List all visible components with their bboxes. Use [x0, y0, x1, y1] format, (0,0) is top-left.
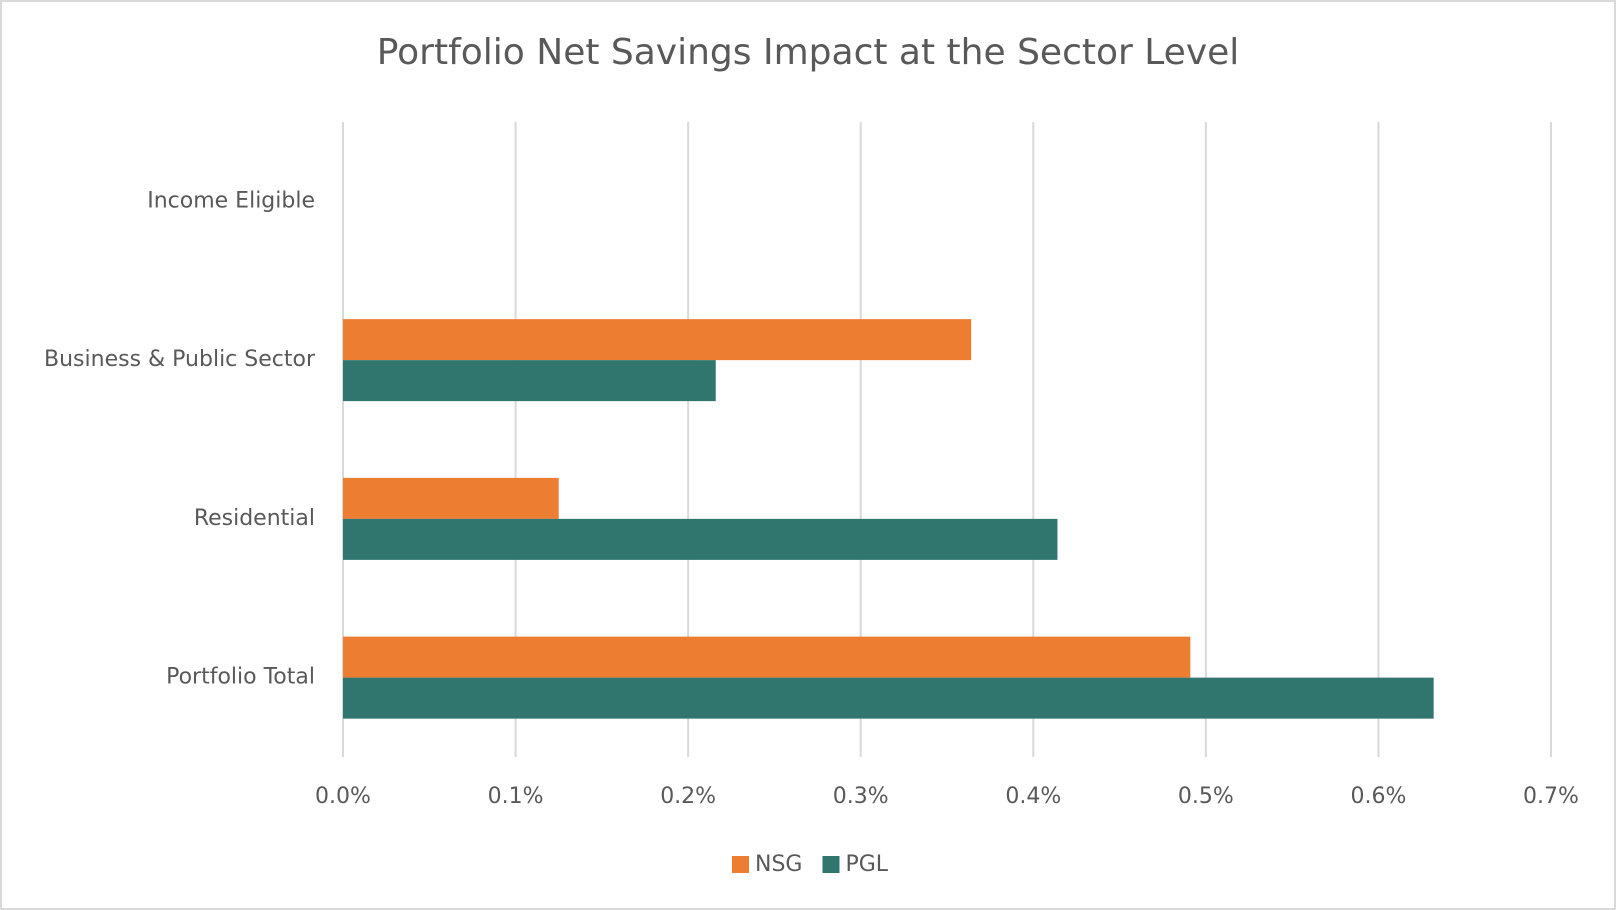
x-tick-label: 0.2% — [660, 784, 716, 809]
bar — [343, 360, 716, 402]
x-tick-label: 0.7% — [1523, 784, 1579, 809]
bar — [343, 319, 972, 361]
y-tick-label: Residential — [194, 506, 315, 531]
legend-swatch — [822, 856, 840, 873]
x-tick-label: 0.5% — [1178, 784, 1234, 809]
bar — [343, 518, 1058, 560]
x-tick-label: 0.4% — [1005, 784, 1061, 809]
x-tick-label: 0.0% — [315, 784, 371, 809]
bar — [343, 636, 1191, 678]
x-tick-label: 0.3% — [833, 784, 889, 809]
bar — [343, 477, 559, 519]
y-tick-label: Portfolio Total — [166, 665, 315, 690]
legend-label: PGL — [845, 852, 888, 877]
bar — [343, 677, 1434, 719]
chart-title: Portfolio Net Savings Impact at the Sect… — [377, 32, 1240, 73]
y-tick-label: Business & Public Sector — [44, 347, 316, 372]
x-tick-label: 0.1% — [488, 784, 544, 809]
x-tick-label: 0.6% — [1350, 784, 1406, 809]
legend-label: NSG — [755, 852, 802, 877]
y-tick-label: Income Eligible — [147, 188, 315, 213]
legend-swatch — [732, 856, 749, 873]
